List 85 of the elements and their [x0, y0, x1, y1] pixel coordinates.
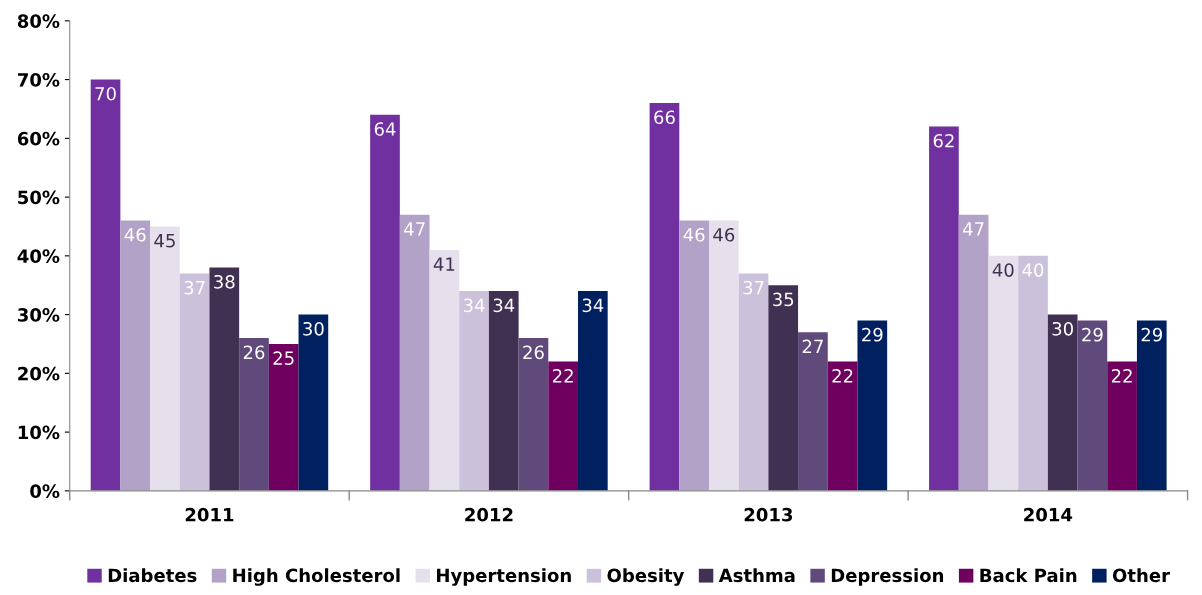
data-label: 30: [1052, 321, 1073, 336]
data-label: 30: [303, 321, 324, 336]
bar: [298, 314, 329, 491]
data-label: 46: [713, 227, 735, 242]
y-tick-label: 70%: [17, 73, 60, 87]
data-label: 29: [1141, 327, 1162, 342]
bar: [370, 114, 400, 491]
y-tick-label: 50%: [18, 190, 60, 205]
bar: [120, 220, 151, 491]
bar: [1107, 361, 1137, 491]
legend-label: Asthma: [718, 568, 795, 583]
data-label: 26: [243, 345, 265, 360]
data-label: 47: [404, 222, 425, 236]
data-label: 40: [992, 263, 1014, 277]
legend-label: Other: [1112, 568, 1170, 583]
data-label: 47: [963, 222, 984, 236]
bar: [679, 220, 709, 491]
y-tick-label: 30%: [17, 308, 60, 322]
data-label: 29: [1082, 327, 1103, 342]
bar: [929, 126, 959, 491]
bar: [1018, 255, 1048, 491]
bar: [209, 267, 240, 491]
bar: [798, 332, 828, 491]
legend-label: High Cholesterol: [233, 568, 400, 586]
bar: [239, 338, 269, 491]
data-label: 41: [433, 257, 455, 271]
data-label: 34: [493, 298, 515, 313]
legend-label: Diabetes: [108, 568, 197, 583]
bar: [827, 361, 858, 491]
bar: [738, 273, 769, 491]
bar: [708, 220, 739, 491]
data-label: 38: [214, 274, 235, 289]
bar: [548, 361, 578, 491]
data-label: 64: [374, 122, 396, 136]
data-label: 37: [184, 280, 205, 295]
x-tick-label: 2012: [465, 507, 513, 522]
y-tick-label: 80%: [17, 14, 60, 28]
data-label: 34: [582, 298, 604, 313]
bar: [150, 226, 180, 491]
y-tick-label: 10%: [18, 425, 60, 440]
data-label: 34: [463, 298, 485, 313]
bar: [857, 320, 888, 491]
x-tick-label: 2011: [185, 507, 234, 522]
legend-label: Depression: [831, 568, 944, 586]
bar: [268, 343, 299, 491]
data-label: 46: [683, 227, 705, 242]
bar: [399, 214, 430, 491]
data-label: 35: [773, 292, 794, 307]
bar: [1136, 320, 1167, 491]
data-label: 22: [552, 368, 573, 383]
bar: [577, 291, 608, 491]
y-tick-label: 20%: [18, 366, 60, 381]
y-tick-label: 40%: [17, 249, 60, 263]
bar: [1077, 320, 1108, 491]
data-label: 45: [154, 234, 175, 248]
data-label: 25: [273, 351, 294, 366]
bar: [958, 214, 989, 491]
bar: [649, 103, 680, 491]
data-label: 66: [654, 110, 675, 125]
legend-label: Back Pain: [980, 568, 1077, 583]
data-label: 26: [523, 345, 544, 360]
data-label: 70: [95, 86, 116, 101]
bar: [459, 291, 489, 491]
bar: [1047, 314, 1078, 491]
bar: [768, 285, 799, 491]
data-label: 40: [1022, 263, 1044, 277]
data-label: 62: [933, 133, 954, 148]
data-label: 29: [862, 327, 883, 342]
x-tick-label: 2013: [744, 507, 793, 522]
data-label: 27: [802, 339, 823, 353]
data-label: 22: [1111, 368, 1132, 383]
bar: [488, 291, 519, 491]
data-label: 46: [124, 227, 146, 242]
bar: [179, 273, 210, 491]
legend-label: Obesity: [607, 568, 685, 586]
y-tick-label: 60%: [17, 131, 60, 146]
bar: [90, 79, 121, 491]
data-label: 22: [832, 368, 853, 383]
bar: [518, 338, 549, 491]
x-tick-label: 2014: [1024, 507, 1073, 522]
bar: [429, 249, 460, 491]
bar: [988, 255, 1019, 491]
y-tick-label: 0%: [30, 484, 60, 498]
legend-label: Hypertension: [437, 568, 571, 586]
data-label: 37: [743, 280, 764, 295]
